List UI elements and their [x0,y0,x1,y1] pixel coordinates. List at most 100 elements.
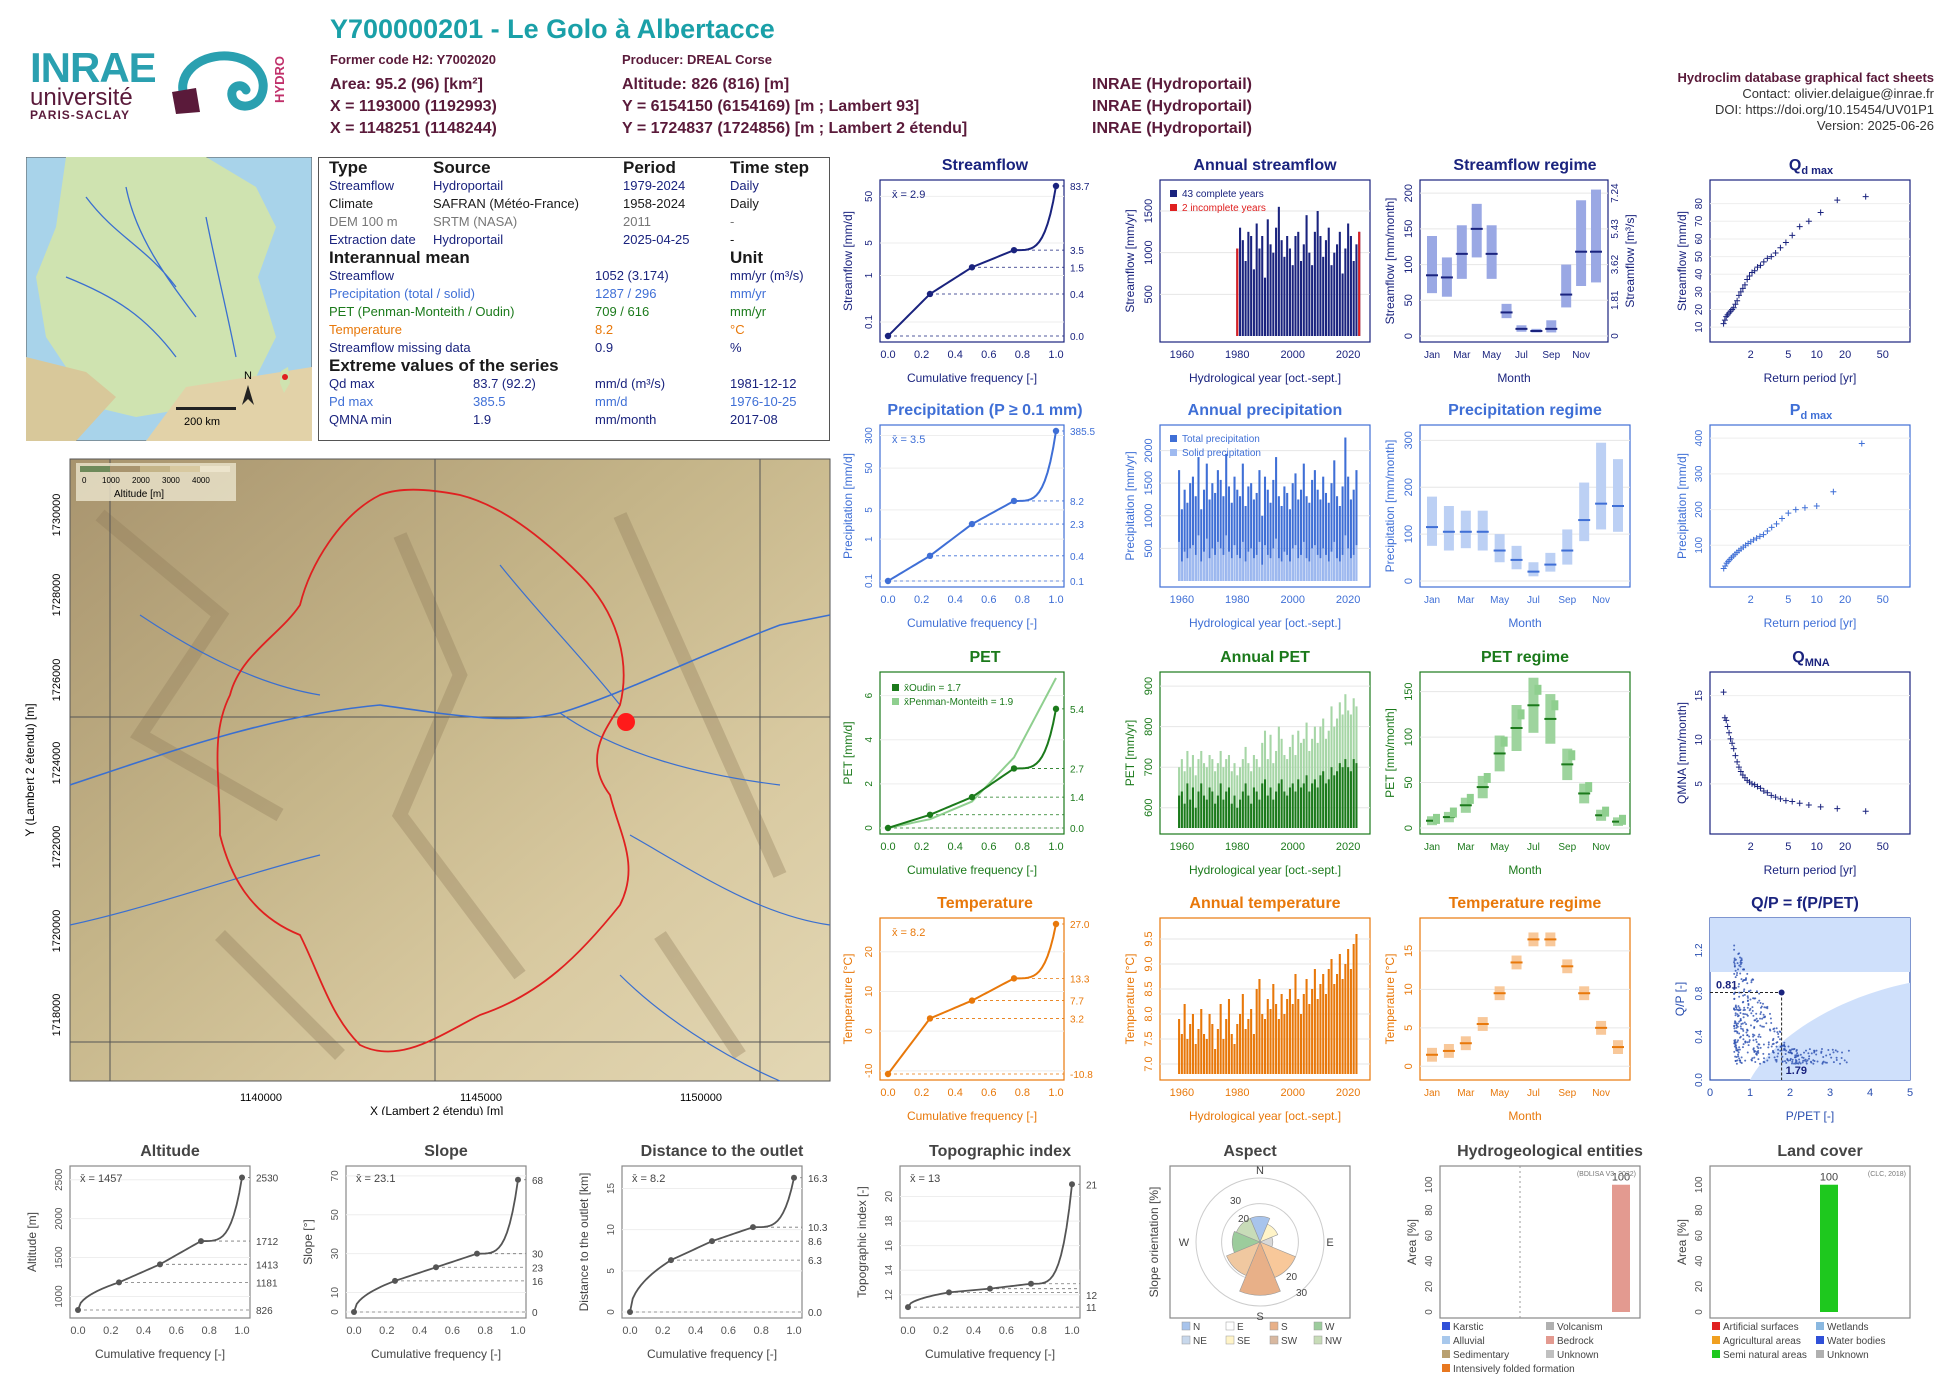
legend-swatch [1313,1335,1323,1345]
y-tick-label: 10 [1694,321,1705,333]
y-tick-label: 0.8 [1694,986,1705,1000]
mean-value: 1052 (3.174) [595,268,669,283]
data-point [1010,246,1018,254]
scatter-point [1753,1026,1756,1029]
scatter-point [1733,997,1736,1000]
data-point [1772,250,1779,257]
scatter-point [1812,1062,1815,1065]
bar [1280,506,1283,581]
scatter-point [1797,1062,1800,1065]
box-secondary [1466,793,1474,804]
bar-solid [1330,551,1333,581]
box [1501,303,1512,319]
y2-tick-label: 0 [1610,333,1621,339]
plot-area [1439,1165,1641,1319]
y-tick-label: 60 [1694,233,1705,245]
plot-area [879,179,1065,343]
scatter-point [1745,977,1748,980]
scatter-point [1832,1061,1835,1064]
x-tick-label: 20 [1839,594,1851,606]
scatter-point [1738,1020,1741,1023]
data-point [987,1285,993,1292]
university-logo: université [30,84,133,111]
scatter-point [1733,1027,1736,1030]
scatter-point [1771,1049,1774,1052]
chart-title: Altitude [140,1143,200,1160]
data-point [1760,787,1767,794]
data-point [1805,218,1812,225]
hydroclim-credits: Hydroclim database graphical fact sheets… [1678,70,1934,134]
y-tick-label: 6 [864,692,875,698]
scatter-point [1737,1005,1740,1008]
data-point [1750,536,1757,543]
station-location-marker [282,374,288,380]
bar [1211,1024,1214,1074]
data-point [1789,798,1796,805]
hydro-logo-icon [172,51,268,114]
chart-title: Distance to the outlet [641,1143,804,1160]
scatter-point [1739,1061,1742,1064]
direction-label: W [1179,1237,1190,1249]
bar-secondary [1269,734,1272,828]
bar [1324,783,1328,828]
x-l93: X = 1193000 (1192993) [330,98,497,115]
x-tick-label: 1960 [1170,349,1194,361]
altitude_cdf-chart: 1000 1500 2000 2500 2530 1712 1413 1181 826 0.0 0.… [54,1165,279,1337]
bar [1191,787,1194,828]
hydroclim-contact[interactable]: Contact: olivier.delaigue@inrae.fr [1742,86,1934,101]
data-point [1777,795,1784,802]
bar-solid [1347,548,1350,581]
bar [1330,767,1333,828]
overview-map: 200 km N [26,157,312,441]
box [1443,506,1454,551]
data-point [157,1261,163,1268]
scatter-point [1733,961,1736,964]
y-tick-label: 8.0 [1143,1006,1155,1021]
scatter-point [1739,1011,1742,1014]
bar-secondary [1250,771,1253,828]
y-tick-label: 600 [1143,799,1155,817]
y-tick-label: 80 [1694,1204,1705,1216]
bar [1319,984,1322,1074]
bar [1308,791,1311,828]
data-point [392,1277,398,1284]
scatter-point [1772,1051,1775,1054]
hydroclim-doi[interactable]: DOI: https://doi.org/10.15454/UV01P1 [1715,102,1934,117]
scatter-point [1771,1043,1774,1046]
bar [1333,252,1336,336]
y-tick-label: 50 [864,462,875,474]
scatter-point [1736,1015,1739,1018]
bar-solid [1233,545,1236,581]
chart-title: Annual temperature [1189,895,1340,912]
bar [1183,489,1186,581]
chart-title: QMNA [1792,649,1830,669]
bar [1308,502,1311,581]
data-point [1741,281,1748,288]
legend-swatch [1816,1322,1824,1330]
scatter-point [1743,988,1746,991]
legend-tick: 1000 [102,476,120,485]
scatter-point [1776,1055,1779,1058]
bar-solid [1239,558,1242,581]
map-ylabel: Y (Lambert 2 étendu) [m] [23,703,37,836]
scatter-point [1748,1035,1751,1038]
data-point [515,1176,521,1183]
scatter-point [1746,982,1749,985]
bar [1261,515,1264,581]
box [1427,496,1437,546]
bar [1299,1014,1303,1074]
x-tick-label: Nov [1572,350,1590,361]
x-axis-label: Month [1508,616,1541,630]
data-point [1720,689,1727,696]
y-tick-label: 100 [1694,537,1705,554]
bar [1208,1014,1211,1074]
bar [1330,265,1333,336]
mean-label: x̄ = 1457 [80,1173,123,1185]
scatter-point [1787,1045,1790,1048]
x-tick-label: Jan [1424,1088,1440,1099]
data-point [968,264,976,271]
x-tick-label: 1960 [1170,841,1194,853]
x-tick-label: 0.0 [900,1325,915,1337]
bar [1202,1034,1206,1074]
x-tick-label: 10 [1811,841,1823,853]
